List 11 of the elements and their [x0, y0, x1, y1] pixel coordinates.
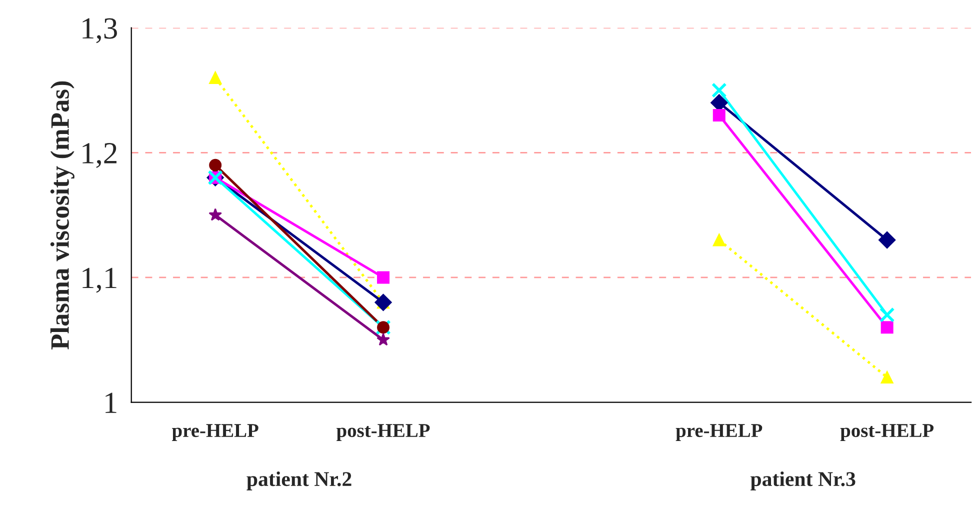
y-tick-label: 1,1: [82, 268, 116, 293]
x-tick-label: pre-HELP: [172, 424, 258, 442]
text: patient Nr.3: [750, 471, 856, 490]
x-tick-label: post-HELP: [840, 424, 934, 442]
text: patient Nr.2: [246, 471, 352, 490]
y-tick-label: 1: [106, 392, 116, 413]
x-tick-label: post-HELP: [336, 424, 430, 442]
y-tick-label: 1,3: [82, 18, 117, 44]
x-tick-label: pre-HELP: [676, 424, 762, 442]
y-axis-title: Plasma viscosity (mPas): [50, 81, 74, 350]
y-tick-label: 1,2: [82, 143, 116, 168]
